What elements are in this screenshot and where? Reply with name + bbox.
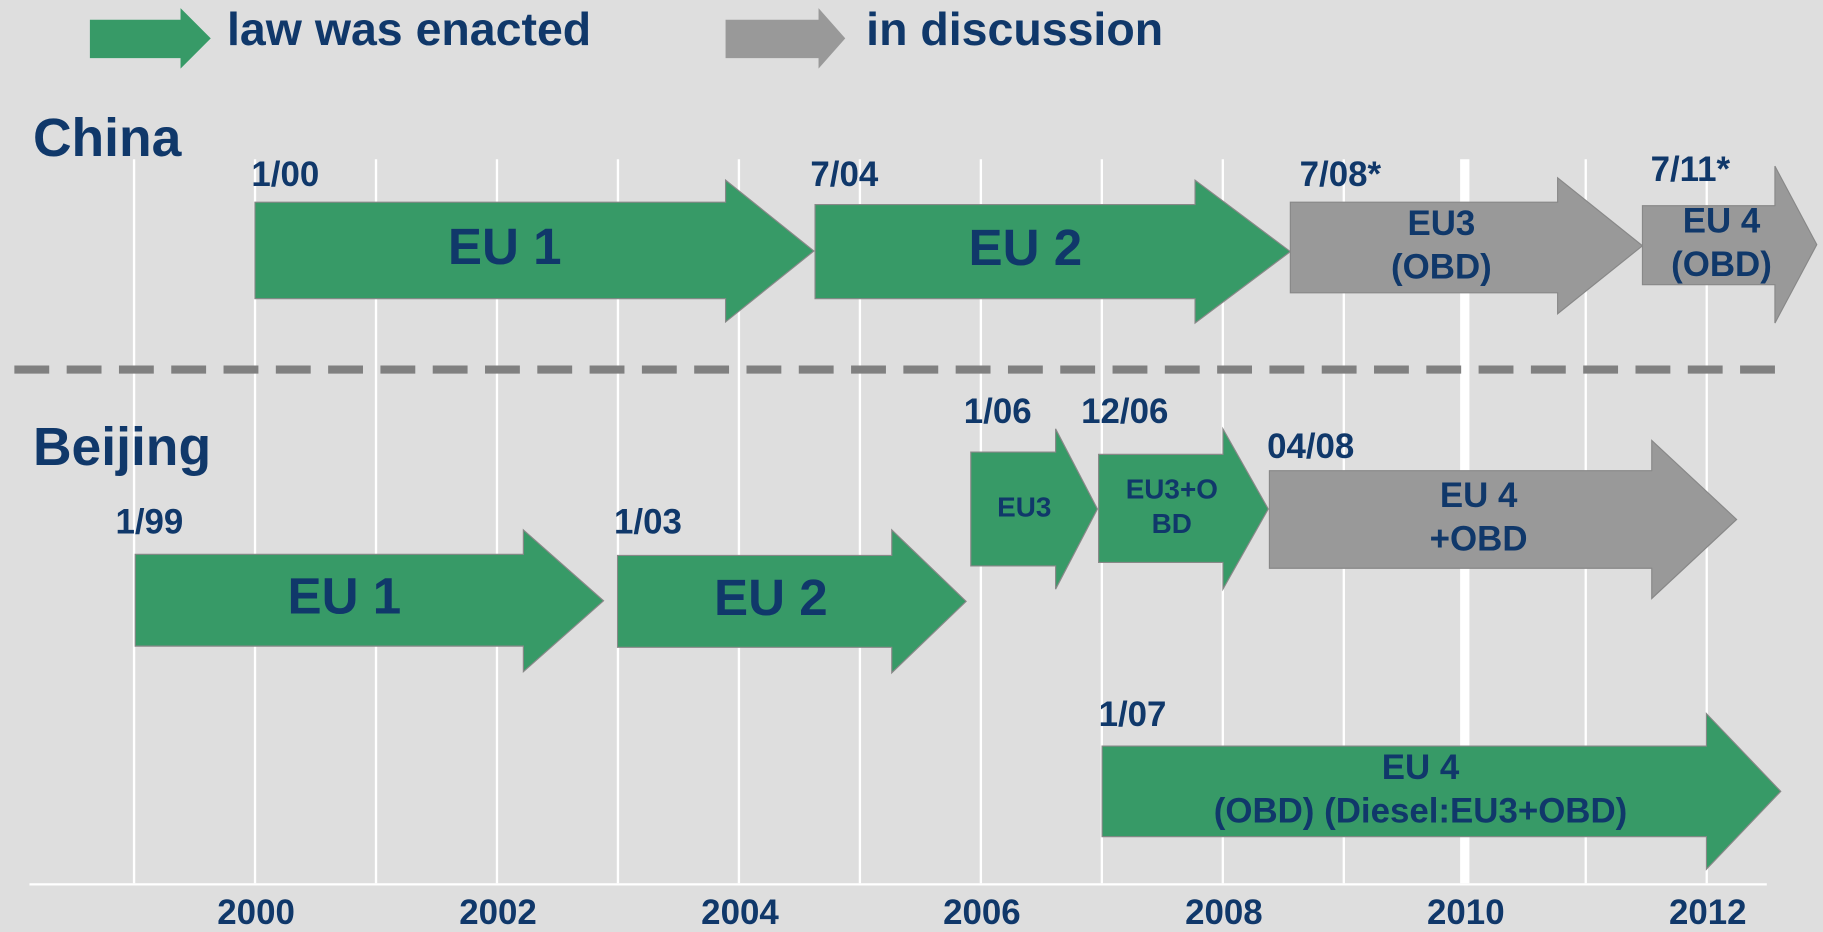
region-label: Beijing bbox=[33, 418, 211, 477]
legend-arrow bbox=[89, 8, 211, 69]
arrow-label: +OBD bbox=[1430, 519, 1528, 558]
date-label: 1/03 bbox=[614, 502, 682, 541]
date-label: 1/99 bbox=[115, 502, 183, 541]
date-label: 04/08 bbox=[1267, 427, 1354, 466]
arrow-label: (OBD) bbox=[1671, 245, 1772, 284]
arrow bbox=[1641, 165, 1818, 324]
year-label: 2010 bbox=[1427, 893, 1505, 932]
arrow-label: EU3+O bbox=[1126, 473, 1218, 504]
arrow-label: EU 4 bbox=[1440, 476, 1518, 515]
year-label: 2004 bbox=[701, 893, 779, 932]
year-label: 2012 bbox=[1669, 893, 1747, 932]
arrow bbox=[616, 528, 967, 675]
date-label: 1/00 bbox=[251, 155, 319, 194]
legend-label: in discussion bbox=[866, 3, 1163, 55]
year-label: 2008 bbox=[1185, 893, 1263, 932]
date-label: 7/11* bbox=[1651, 150, 1731, 189]
legend-label: law was enacted bbox=[227, 3, 591, 55]
year-label: 2000 bbox=[217, 893, 295, 932]
arrow bbox=[1098, 426, 1269, 592]
arrow bbox=[1268, 439, 1738, 600]
arrow-label: BD bbox=[1152, 508, 1192, 539]
arrow-label: (OBD) bbox=[1391, 248, 1492, 287]
arrow bbox=[134, 528, 605, 673]
arrow bbox=[1101, 712, 1782, 871]
arrow bbox=[814, 178, 1292, 325]
arrow bbox=[970, 428, 1099, 590]
arrow-label: EU 2 bbox=[969, 219, 1083, 276]
arrow-label: (OBD) (Diesel:EU3+OBD) bbox=[1214, 791, 1628, 830]
date-label: 12/06 bbox=[1081, 392, 1168, 431]
legend-arrow bbox=[725, 8, 846, 69]
arrow-label: EU3 bbox=[1408, 204, 1476, 243]
date-label: 7/04 bbox=[810, 155, 878, 194]
region-label: China bbox=[33, 109, 183, 168]
arrow-label: EU 1 bbox=[288, 568, 402, 625]
arrow bbox=[254, 178, 815, 324]
arrow-label: EU3 bbox=[997, 491, 1051, 522]
date-label: 1/07 bbox=[1099, 695, 1167, 734]
arrow-label: EU 2 bbox=[714, 569, 828, 626]
arrow-label: EU 4 bbox=[1382, 748, 1460, 787]
arrow-label: EU 1 bbox=[448, 218, 562, 275]
year-label: 2006 bbox=[943, 893, 1021, 932]
arrow bbox=[1289, 176, 1644, 315]
date-label: 7/08* bbox=[1300, 155, 1382, 194]
date-label: 1/06 bbox=[964, 392, 1032, 431]
arrow-label: EU 4 bbox=[1683, 202, 1761, 241]
year-label: 2002 bbox=[459, 893, 537, 932]
